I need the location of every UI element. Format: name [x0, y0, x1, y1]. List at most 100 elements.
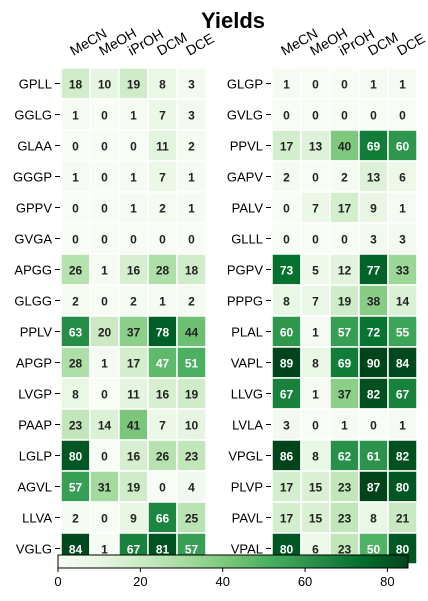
cell-value-label: 82: [396, 450, 410, 464]
cell-value-label: 10: [98, 78, 112, 92]
heatmap-cell: [60, 470, 91, 503]
heatmap-cell: [60, 315, 91, 348]
cell-value-label: 23: [338, 481, 352, 495]
cell-value-label: 1: [341, 419, 348, 433]
cell-value-label: 50: [367, 543, 381, 557]
cell-value-label: 72: [367, 326, 381, 340]
cell-value-label: 86: [280, 450, 294, 464]
row-label: LLVA: [22, 511, 52, 526]
heatmap-cell: [176, 501, 207, 534]
colorbar-tick-label: 0: [54, 574, 61, 589]
cell-value-label: 6: [312, 543, 319, 557]
cell-value-label: 17: [280, 512, 294, 526]
heatmap-cell: [118, 346, 149, 379]
heatmap-cell: [60, 160, 91, 193]
row-label: PAAP: [18, 418, 52, 433]
heatmap-cell: [176, 284, 207, 317]
heatmap-cell: [387, 98, 418, 131]
row-label: GAPV: [227, 170, 263, 185]
cell-value-label: 6: [399, 171, 406, 185]
cell-value-label: 51: [185, 357, 199, 371]
heatmap-cell: [147, 501, 178, 534]
heatmap-cell: [89, 129, 120, 162]
cell-value-label: 11: [156, 140, 169, 154]
cell-value-label: 1: [312, 326, 319, 340]
cell-value-label: 41: [127, 419, 141, 433]
heatmap-cell: [118, 98, 149, 131]
heatmap-cell: [329, 160, 360, 193]
cell-value-label: 0: [101, 512, 108, 526]
cell-value-label: 14: [396, 295, 410, 309]
row-label: PPLV: [20, 325, 53, 340]
heatmap-cell: [271, 253, 302, 286]
cell-value-label: 0: [312, 78, 319, 92]
heatmap-cell: [358, 284, 389, 317]
cell-value-label: 0: [283, 202, 290, 216]
row-label: VGLG: [16, 542, 52, 557]
row-label: PAVL: [232, 511, 263, 526]
cell-value-label: 80: [396, 543, 410, 557]
cell-value-label: 0: [312, 171, 319, 185]
colorbar-tick-label: 40: [215, 574, 229, 589]
cell-value-label: 89: [280, 357, 294, 371]
heatmap-cell: [118, 408, 149, 441]
heatmap-cell: [89, 470, 120, 503]
cell-value-label: 1: [130, 202, 137, 216]
cell-value-label: 67: [280, 388, 294, 402]
cell-value-label: 80: [280, 543, 294, 557]
cell-value-label: 19: [127, 481, 141, 495]
heatmap-cell: [387, 160, 418, 193]
cell-value-label: 23: [338, 543, 352, 557]
cell-value-label: 18: [185, 264, 199, 278]
cell-value-label: 67: [127, 543, 141, 557]
cell-value-label: 37: [338, 388, 352, 402]
cell-value-label: 67: [396, 388, 410, 402]
cell-value-label: 1: [188, 171, 195, 185]
cell-value-label: 7: [312, 295, 319, 309]
colorbar-tick-label: 60: [298, 574, 312, 589]
row-label: PLVP: [231, 480, 263, 495]
cell-value-label: 17: [127, 357, 141, 371]
cell-value-label: 3: [188, 78, 195, 92]
cell-value-label: 90: [367, 357, 381, 371]
cell-value-label: 78: [156, 326, 170, 340]
heatmap-cell: [300, 470, 331, 503]
heatmap-cell: [271, 222, 302, 255]
cell-value-label: 1: [101, 264, 108, 278]
cell-value-label: 47: [156, 357, 170, 371]
row-label: GLAA: [17, 139, 52, 154]
cell-value-label: 57: [338, 326, 352, 340]
cell-value-label: 3: [399, 233, 406, 247]
cell-value-label: 16: [127, 264, 141, 278]
row-label: PPPG: [227, 294, 263, 309]
cell-value-label: 0: [101, 171, 108, 185]
cell-value-label: 14: [98, 419, 112, 433]
cell-value-label: 0: [188, 233, 195, 247]
cell-value-label: 57: [69, 481, 83, 495]
cell-value-label: 2: [159, 202, 166, 216]
cell-value-label: 1: [188, 202, 195, 216]
heatmap-cell: [89, 222, 120, 255]
heatmap-cell: [176, 129, 207, 162]
heatmap-cell: [118, 315, 149, 348]
row-label: GLLL: [231, 232, 263, 247]
cell-value-label: 16: [127, 450, 141, 464]
cell-value-label: 40: [338, 140, 352, 154]
cell-value-label: 0: [101, 140, 108, 154]
heatmap-cell: [387, 470, 418, 503]
row-label: LVLA: [232, 418, 263, 433]
heatmap-cell: [387, 377, 418, 410]
heatmap-cell: [89, 408, 120, 441]
cell-value-label: 0: [72, 233, 79, 247]
cell-value-label: 0: [283, 109, 290, 123]
cell-value-label: 33: [396, 264, 410, 278]
row-label: VPAL: [231, 542, 263, 557]
heatmap-cell: [176, 160, 207, 193]
cell-value-label: 7: [312, 202, 319, 216]
cell-value-label: 13: [309, 140, 323, 154]
row-label: VPGL: [228, 449, 263, 464]
row-label: LLVG: [231, 387, 263, 402]
cell-value-label: 13: [367, 171, 381, 185]
